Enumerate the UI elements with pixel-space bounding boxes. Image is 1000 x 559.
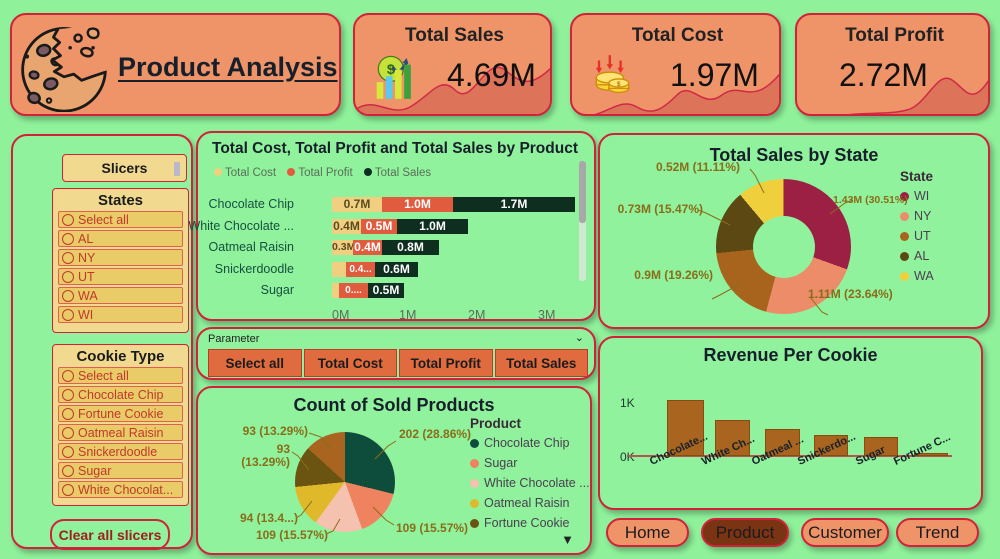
svg-text:$: $ [617, 81, 621, 88]
